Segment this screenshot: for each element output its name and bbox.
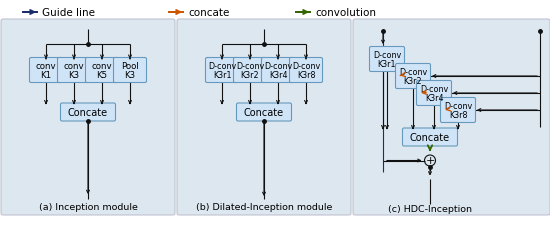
Text: D-conv
K3r8: D-conv K3r8 — [292, 61, 320, 80]
Text: D-conv
K3r4: D-conv K3r4 — [264, 61, 292, 80]
FancyBboxPatch shape — [370, 47, 404, 72]
Text: convolution: convolution — [315, 8, 376, 18]
Text: Concate: Concate — [410, 132, 450, 142]
Text: conv
K1: conv K1 — [36, 61, 56, 80]
Text: (b) Dilated-Inception module: (b) Dilated-Inception module — [196, 203, 332, 212]
FancyBboxPatch shape — [60, 104, 116, 121]
Text: Concate: Concate — [244, 108, 284, 118]
Text: D-conv
K3r2: D-conv K3r2 — [399, 67, 427, 86]
FancyBboxPatch shape — [30, 58, 63, 83]
Text: D-conv
K3r8: D-conv K3r8 — [444, 101, 472, 120]
Text: +: + — [425, 156, 435, 166]
FancyBboxPatch shape — [441, 98, 476, 123]
Text: (c) HDC-Inception: (c) HDC-Inception — [388, 205, 472, 214]
FancyBboxPatch shape — [113, 58, 146, 83]
FancyBboxPatch shape — [353, 20, 550, 215]
Text: Guide line: Guide line — [42, 8, 95, 18]
FancyBboxPatch shape — [261, 58, 294, 83]
FancyBboxPatch shape — [236, 104, 292, 121]
FancyBboxPatch shape — [395, 64, 431, 89]
Text: D-conv
K3r1: D-conv K3r1 — [373, 50, 401, 69]
FancyBboxPatch shape — [234, 58, 267, 83]
Text: D-conv
K3r1: D-conv K3r1 — [208, 61, 236, 80]
FancyBboxPatch shape — [289, 58, 322, 83]
Text: D-conv
K3r4: D-conv K3r4 — [420, 84, 448, 103]
Text: conv
K5: conv K5 — [92, 61, 112, 80]
Text: Pool
K3: Pool K3 — [121, 61, 139, 80]
FancyBboxPatch shape — [58, 58, 91, 83]
FancyBboxPatch shape — [85, 58, 118, 83]
FancyBboxPatch shape — [416, 81, 452, 106]
Text: D-conv
K3r2: D-conv K3r2 — [236, 61, 264, 80]
Text: concate: concate — [188, 8, 229, 18]
Text: Concate: Concate — [68, 108, 108, 118]
FancyBboxPatch shape — [177, 20, 351, 215]
FancyBboxPatch shape — [403, 128, 458, 146]
FancyBboxPatch shape — [206, 58, 239, 83]
Text: (a) Inception module: (a) Inception module — [39, 203, 138, 212]
Text: conv
K3: conv K3 — [64, 61, 84, 80]
FancyBboxPatch shape — [1, 20, 175, 215]
